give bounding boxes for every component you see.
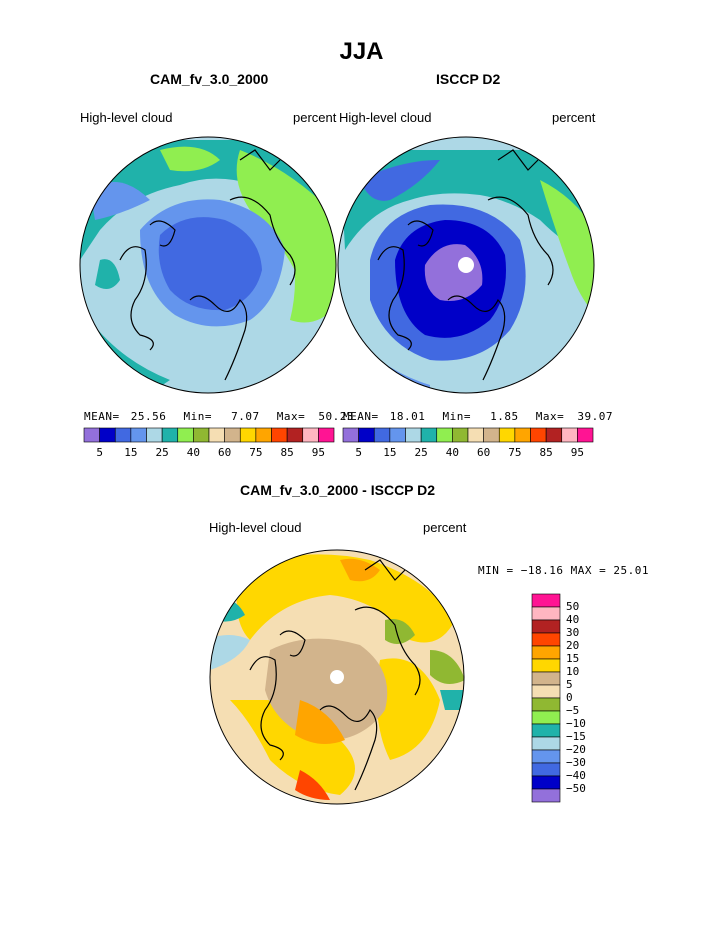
- colorbar-swatch: [531, 645, 561, 660]
- colorbar-tick-label: 25: [155, 446, 169, 459]
- colorbar-swatch: [531, 710, 561, 725]
- colorbar-tick-label: 5: [566, 678, 573, 691]
- right-max-value: 39.07: [577, 410, 613, 423]
- right-max-label: Max=: [535, 410, 565, 423]
- colorbar-swatch: [531, 632, 561, 647]
- colorbar-tick-label: −10: [566, 717, 586, 730]
- colorbar-swatch: [531, 671, 561, 686]
- colorbar-swatch: [531, 593, 561, 608]
- diff-panel-title: CAM_fv_3.0_2000 - ISCCP D2: [240, 482, 436, 498]
- colorbar-swatch: [531, 697, 561, 712]
- diff-variable-label: High-level cloud: [209, 520, 302, 535]
- left-units-label: percent: [293, 110, 337, 125]
- left-colorbar-ticks: 5 15 25 40 60 75 85 95: [84, 446, 334, 460]
- left-variable-label: High-level cloud: [80, 110, 173, 125]
- colorbar-swatch: [531, 723, 561, 738]
- left-min-value: 7.07: [231, 410, 260, 423]
- diff-pole-marker: [330, 670, 344, 684]
- colorbar-tick-label: −40: [566, 769, 586, 782]
- colorbar-swatch: [531, 775, 561, 790]
- left-map-border: [79, 136, 337, 394]
- colorbar-tick-label: 25: [414, 446, 428, 459]
- left-panel-title: CAM_fv_3.0_2000: [150, 71, 269, 87]
- left-mean-label: MEAN=: [84, 410, 120, 423]
- colorbar-tick-label: −30: [566, 756, 586, 769]
- colorbar-tick-label: 50: [566, 600, 580, 613]
- left-colorbar: [83, 427, 335, 443]
- colorbar-swatch: [531, 788, 561, 803]
- right-panel-title: ISCCP D2: [436, 71, 501, 87]
- colorbar-tick-label: 40: [566, 613, 580, 626]
- colorbar-tick-label: 60: [477, 446, 491, 459]
- right-colorbar: [342, 427, 594, 443]
- colorbar-tick-label: 5: [355, 446, 362, 459]
- right-min-label: Min=: [442, 410, 471, 423]
- right-mean-value: 18.01: [389, 410, 426, 423]
- colorbar-tick-label: 95: [570, 446, 584, 459]
- colorbar-tick-label: 20: [566, 639, 580, 652]
- right-map-border: [337, 136, 595, 394]
- colorbar-swatch: [531, 762, 561, 777]
- colorbar-tick-label: 5: [96, 446, 103, 459]
- diff-colorbar: [531, 593, 561, 803]
- colorbar-tick-label: 0: [566, 691, 573, 704]
- colorbar-tick-label: −5: [566, 704, 580, 717]
- colorbar-tick-label: 30: [566, 626, 580, 639]
- colorbar-tick-label: 15: [566, 652, 580, 665]
- colorbar-tick-label: −50: [566, 782, 586, 795]
- colorbar-swatch: [531, 658, 561, 673]
- colorbar-swatch: [531, 736, 561, 751]
- colorbar-tick-label: −20: [566, 743, 586, 756]
- left-stats: MEAN= 25.56 Min= 7.07 Max= 50.23: [84, 410, 354, 423]
- right-units-label: percent: [552, 110, 596, 125]
- colorbar-tick-label: 95: [311, 446, 325, 459]
- colorbar-swatch: [318, 427, 335, 443]
- colorbar-swatch: [531, 619, 561, 634]
- colorbar-swatch: [531, 749, 561, 764]
- colorbar-tick-label: 40: [186, 446, 200, 459]
- colorbar-tick-label: 40: [445, 446, 459, 459]
- right-min-value: 1.85: [490, 410, 519, 423]
- diff-colorbar-ticks: 50 40 30 20 15 10 5 0 −5 −10 −15 −20 −30 −40 −50: [566, 594, 606, 802]
- colorbar-tick-label: 15: [124, 446, 138, 459]
- right-mean-label: MEAN=: [343, 410, 379, 423]
- right-colorbar-ticks: 5 15 25 40 60 75 85 95: [343, 446, 593, 460]
- colorbar-swatch: [531, 684, 561, 699]
- left-mean-value: 25.56: [130, 410, 167, 423]
- diff-map-border: [209, 549, 465, 805]
- colorbar-tick-label: 85: [280, 446, 294, 459]
- right-stats: MEAN= 18.01 Min= 1.85 Max= 39.07: [343, 410, 613, 423]
- diff-units-label: percent: [423, 520, 467, 535]
- colorbar-tick-label: −15: [566, 730, 586, 743]
- colorbar-tick-label: 75: [508, 446, 522, 459]
- left-max-label: Max=: [276, 410, 306, 423]
- colorbar-tick-label: 60: [218, 446, 232, 459]
- right-pole-marker: [458, 257, 474, 273]
- colorbar-tick-label: 15: [383, 446, 397, 459]
- colorbar-swatch: [531, 606, 561, 621]
- colorbar-tick-label: 85: [539, 446, 553, 459]
- colorbar-swatch: [577, 427, 594, 443]
- diff-minmax: MIN = −18.16 MAX = 25.01: [478, 564, 649, 577]
- right-variable-label: High-level cloud: [339, 110, 432, 125]
- page-title: JJA: [339, 38, 384, 65]
- colorbar-tick-label: 10: [566, 665, 580, 678]
- left-max-value: 50.23: [318, 410, 354, 423]
- colorbar-tick-label: 75: [249, 446, 263, 459]
- left-min-label: Min=: [183, 410, 212, 423]
